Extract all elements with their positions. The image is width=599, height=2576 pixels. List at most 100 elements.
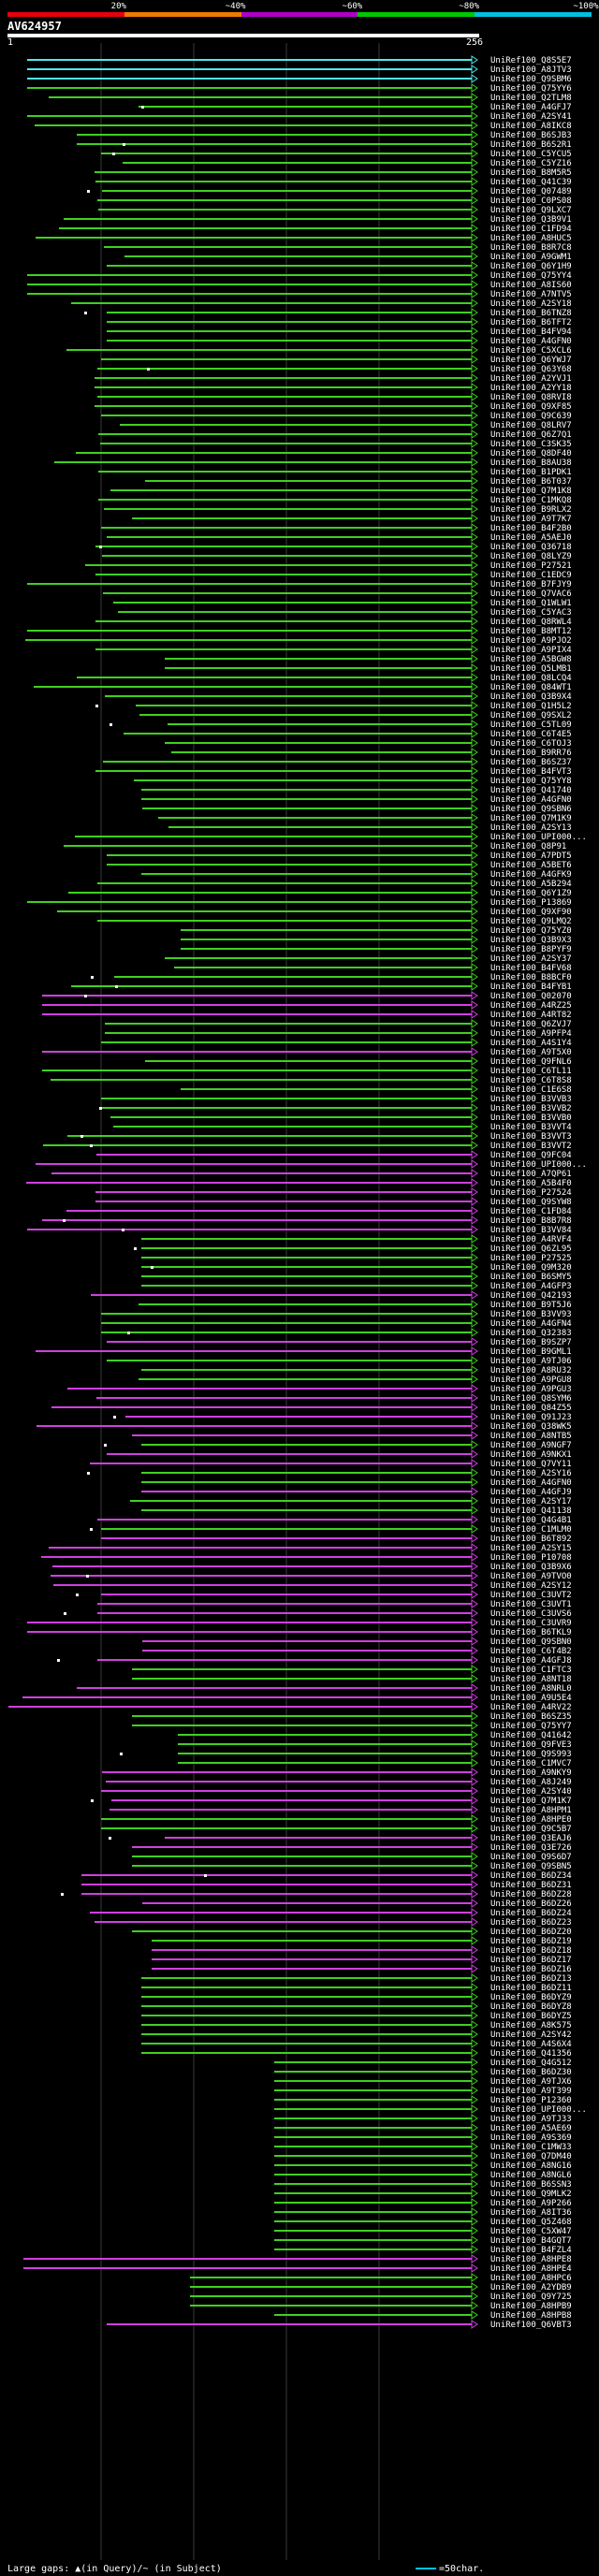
hit-label: UniRef100_B3VVB3	[490, 1095, 572, 1104]
hit-end-arrow	[471, 270, 478, 280]
hit-label: UniRef100_A2SY16	[490, 1469, 572, 1478]
hit-label: UniRef100_Q41740	[490, 786, 572, 795]
hit-label: UniRef100_B8B7R8	[490, 1216, 572, 1226]
hit-end-arrow	[471, 2058, 478, 2067]
hit-label: UniRef100_A4RVF4	[490, 1235, 572, 1244]
hit-end-arrow	[471, 1178, 478, 1187]
hit-end-arrow	[471, 224, 478, 233]
hit-label: UniRef100_Q1WLW1	[490, 599, 572, 608]
hit-label: UniRef100_Q41138	[490, 1506, 572, 1516]
hit-end-arrow	[471, 1290, 478, 1300]
hit-label: UniRef100_B6SZ37	[490, 758, 572, 767]
hit-label: UniRef100_Q8DF40	[490, 449, 572, 458]
hit-end-arrow	[471, 757, 478, 766]
hit-label: UniRef100_UPI000...	[490, 2105, 587, 2115]
hit-end-arrow	[471, 1562, 478, 1571]
gap-marker	[87, 1472, 90, 1475]
hit-end-arrow	[471, 55, 478, 65]
hit-end-arrow	[471, 2048, 478, 2058]
scale-label: 20%	[110, 2, 126, 11]
hit-end-arrow	[471, 1262, 478, 1272]
hit-end-arrow	[471, 1206, 478, 1215]
hit-end-arrow	[471, 1749, 478, 1758]
hit-label: UniRef100_A4RV22	[490, 1703, 572, 1712]
hit-end-arrow	[471, 1122, 478, 1131]
hit-label: UniRef100_A4GFJ8	[490, 1656, 572, 1666]
hit-end-arrow	[471, 429, 478, 439]
hit-end-arrow	[471, 2001, 478, 2011]
hit-end-arrow	[471, 1131, 478, 1141]
hit-label: UniRef100_Q9SBN0	[490, 1637, 572, 1647]
hit-label: UniRef100_A9PJO2	[490, 636, 572, 646]
hit-end-arrow	[471, 1272, 478, 1281]
hit-end-arrow	[471, 1627, 478, 1637]
hit-end-arrow	[471, 1739, 478, 1749]
hit-end-arrow	[471, 1281, 478, 1290]
hit-end-arrow	[471, 1814, 478, 1824]
hit-end-arrow	[471, 233, 478, 242]
hit-end-arrow	[471, 1225, 478, 1234]
hit-end-arrow	[471, 879, 478, 888]
scale-label: ~60%	[342, 2, 363, 11]
hit-label: UniRef100_C1FTC3	[490, 1666, 572, 1675]
hit-label: UniRef100_A5AE69	[490, 2124, 572, 2133]
hit-label: UniRef100_Q9SXL2	[490, 711, 572, 720]
hit-label: UniRef100_Q6Z7Q1	[490, 430, 572, 440]
hit-label: UniRef100_Q8RVI8	[490, 393, 572, 402]
hit-end-arrow	[471, 1084, 478, 1094]
hit-label: UniRef100_B3VVT4	[490, 1123, 572, 1132]
hit-end-arrow	[471, 523, 478, 532]
gap-marker	[57, 1659, 60, 1662]
hit-end-arrow	[471, 139, 478, 149]
hit-end-arrow	[471, 1543, 478, 1552]
hit-end-arrow	[471, 1552, 478, 1562]
hit-label: UniRef100_A9PGU8	[490, 1375, 572, 1385]
scale-label: ~100%	[573, 2, 599, 11]
hit-end-arrow	[471, 158, 478, 167]
hit-end-arrow	[471, 1365, 478, 1375]
hit-label: UniRef100_B9SZP7	[490, 1338, 572, 1347]
hit-label: UniRef100_A7PDT5	[490, 851, 572, 861]
hit-end-arrow	[471, 1730, 478, 1739]
gap-marker	[90, 1144, 93, 1147]
hit-label: UniRef100_Q5LMB1	[490, 664, 572, 674]
hit-end-arrow	[471, 2320, 478, 2329]
hit-end-arrow	[471, 1889, 478, 1899]
hit-label: UniRef100_A9TJ06	[490, 1357, 572, 1366]
hit-end-arrow	[471, 2011, 478, 2020]
hit-label: UniRef100_Q7M1K8	[490, 487, 572, 496]
hit-end-arrow	[471, 102, 478, 111]
hit-label: UniRef100_P13869	[490, 898, 572, 908]
hit-label: UniRef100_Q75YY8	[490, 777, 572, 786]
hit-label: UniRef100_B6DYZ9	[490, 1993, 572, 2002]
hit-label: UniRef100_B4FZL4	[490, 2246, 572, 2255]
hit-label: UniRef100_A9PGU3	[490, 1385, 572, 1394]
hit-end-arrow	[471, 1412, 478, 1421]
hit-label: UniRef100_C1MLM0	[490, 1525, 572, 1535]
hit-label: UniRef100_B4FV94	[490, 327, 572, 337]
hit-end-arrow	[471, 1066, 478, 1075]
gap-marker	[90, 1528, 93, 1531]
hit-label: UniRef100_B3VV84	[490, 1226, 572, 1235]
hit-label: UniRef100_B6DZ30	[490, 2068, 572, 2077]
hit-label: UniRef100_Q9SYW8	[490, 1198, 572, 1207]
hit-label: UniRef100_Q2TLM8	[490, 94, 572, 103]
hit-label: UniRef100_A4GFN0	[490, 795, 572, 805]
hit-label: UniRef100_B8AU38	[490, 458, 572, 468]
hit-label: UniRef100_A7NTV5	[490, 290, 572, 299]
hit-label: UniRef100_Q32383	[490, 1329, 572, 1338]
hit-end-arrow	[471, 1010, 478, 1019]
hit-end-arrow	[471, 1917, 478, 1927]
hit-end-arrow	[471, 1113, 478, 1122]
hit-label: UniRef100_B9RR76	[490, 749, 572, 758]
hit-label: UniRef100_Q3B9X3	[490, 936, 572, 945]
hit-label: UniRef100_B6DYZ8	[490, 2002, 572, 2012]
hit-end-arrow	[471, 1431, 478, 1440]
scale-segment	[241, 12, 358, 17]
hit-label: UniRef100_B4F2B0	[490, 524, 572, 533]
hit-label: UniRef100_Q75YY7	[490, 1722, 572, 1731]
hit-end-arrow	[471, 804, 478, 813]
hit-label: UniRef100_Q07489	[490, 187, 572, 196]
hit-end-arrow	[471, 1637, 478, 1646]
